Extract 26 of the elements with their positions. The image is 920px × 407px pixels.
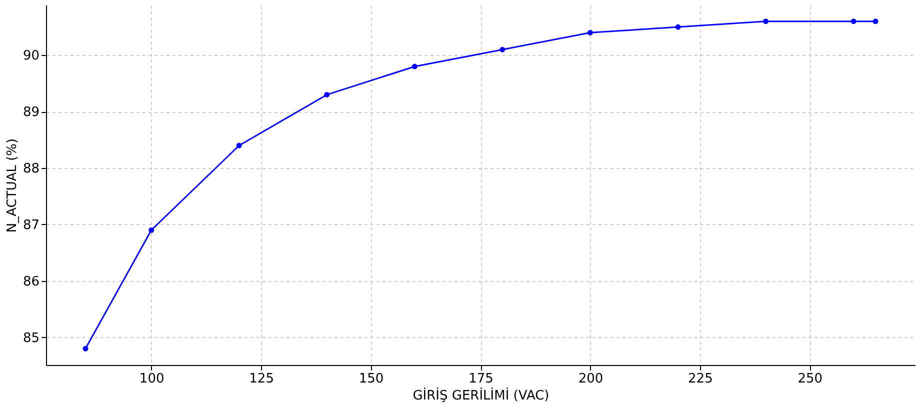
point (324, 92, 330, 98)
point (675, 24, 681, 30)
point (236, 142, 242, 148)
y-tick-label: 88 (22, 162, 40, 177)
y-tick-label: 86 (22, 274, 40, 290)
point (872, 18, 878, 24)
x-tick-label: 200 (578, 372, 604, 386)
point (82, 346, 88, 352)
point (763, 18, 769, 24)
point (500, 46, 506, 52)
x-tick-label: 150 (358, 372, 384, 386)
point (412, 64, 418, 70)
x-tick-label: 225 (688, 372, 713, 386)
x-tick-label: 250 (798, 372, 823, 386)
x-tick-label: 100 (139, 372, 164, 386)
point (850, 18, 856, 24)
y-tick-label: 89 (22, 105, 40, 120)
point (148, 227, 154, 233)
y-tick-label: 90 (22, 48, 40, 64)
x-tick-label: 125 (249, 372, 274, 386)
y-tick-label: 87 (22, 218, 40, 233)
y-tick-label: 85 (22, 330, 40, 346)
x-axis-title: GİRİŞ GERİLİMİ (VAC) (412, 388, 550, 404)
x-tick-label: 175 (468, 372, 494, 386)
point (587, 30, 593, 36)
y-axis-title: N_ACTUAL (%) (4, 138, 20, 233)
